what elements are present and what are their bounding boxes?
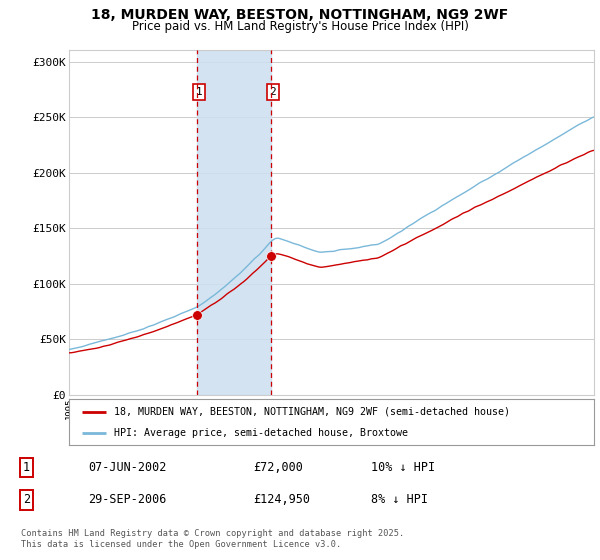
Text: 29-SEP-2006: 29-SEP-2006 xyxy=(88,493,167,506)
Text: 10% ↓ HPI: 10% ↓ HPI xyxy=(371,461,434,474)
Text: 1: 1 xyxy=(196,87,202,97)
Text: 1: 1 xyxy=(23,461,30,474)
Text: £72,000: £72,000 xyxy=(253,461,303,474)
Text: £124,950: £124,950 xyxy=(253,493,310,506)
Bar xyxy=(197,50,271,395)
Text: 07-JUN-2002: 07-JUN-2002 xyxy=(88,461,167,474)
Text: Contains HM Land Registry data © Crown copyright and database right 2025.
This d: Contains HM Land Registry data © Crown c… xyxy=(21,529,404,549)
Text: 2: 2 xyxy=(23,493,30,506)
Text: 18, MURDEN WAY, BEESTON, NOTTINGHAM, NG9 2WF: 18, MURDEN WAY, BEESTON, NOTTINGHAM, NG9… xyxy=(91,8,509,22)
Text: 18, MURDEN WAY, BEESTON, NOTTINGHAM, NG9 2WF (semi-detached house): 18, MURDEN WAY, BEESTON, NOTTINGHAM, NG9… xyxy=(113,407,509,417)
Text: 2: 2 xyxy=(269,87,277,97)
Text: Price paid vs. HM Land Registry's House Price Index (HPI): Price paid vs. HM Land Registry's House … xyxy=(131,20,469,32)
Text: 8% ↓ HPI: 8% ↓ HPI xyxy=(371,493,428,506)
Text: HPI: Average price, semi-detached house, Broxtowe: HPI: Average price, semi-detached house,… xyxy=(113,428,407,438)
